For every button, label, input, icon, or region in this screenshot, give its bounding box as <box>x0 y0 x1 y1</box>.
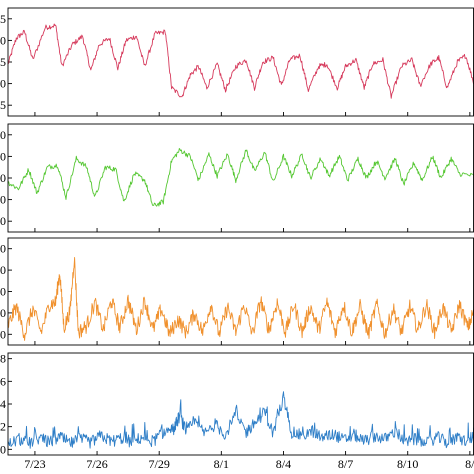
y-tick-label: 0 <box>0 242 6 256</box>
x-tick-label: 8/4 <box>276 457 291 471</box>
panel-4: 8 6 4 2 0 <box>0 352 474 456</box>
panel-frame <box>7 7 474 117</box>
y-tick-label: 0 <box>0 77 6 91</box>
y-tick-label: 0 <box>0 33 6 47</box>
x-tick-label: 8/10 <box>397 457 418 471</box>
y-tick-label: 0 <box>0 214 6 228</box>
y-tick-label: 5 <box>0 98 6 112</box>
y-tick-label: 0 <box>0 193 6 207</box>
panel-3: 0 0 0 0 0 <box>0 237 474 346</box>
series-line <box>7 391 474 449</box>
panel-1: 5 0 5 0 5 <box>0 7 474 117</box>
x-tick-label: 8/7 <box>338 457 353 471</box>
series-line <box>7 23 474 99</box>
x-tick-label: 8/ <box>465 457 474 471</box>
x-tick-label: 7/29 <box>149 457 170 471</box>
y-tick-label: 2 <box>0 420 6 434</box>
y-tick-label: 0 <box>0 149 6 163</box>
series-line <box>7 257 474 341</box>
x-tick-label: 7/23 <box>24 457 45 471</box>
y-tick-label: 0 <box>0 327 6 341</box>
series-line <box>7 148 474 207</box>
y-tick-label: 0 <box>0 128 6 142</box>
y-tick-label: 0 <box>0 306 6 320</box>
panel-2: 0 0 0 0 0 <box>0 123 474 233</box>
y-tick-label: 0 <box>0 263 6 277</box>
y-tick-label: 8 <box>0 352 6 366</box>
y-tick-label: 0 <box>0 442 6 456</box>
y-tick-label: 5 <box>0 12 6 26</box>
x-axis-labels: 7/23 7/26 7/29 8/1 8/4 8/7 8/10 8/ <box>24 457 474 471</box>
x-tick-label: 8/1 <box>214 457 229 471</box>
y-tick-label: 5 <box>0 55 6 69</box>
y-tick-label: 0 <box>0 171 6 185</box>
panel-frame <box>7 123 474 233</box>
y-tick-label: 0 <box>0 285 6 299</box>
y-tick-label: 4 <box>0 397 6 411</box>
x-tick-label: 7/26 <box>86 457 107 471</box>
y-tick-label: 6 <box>0 374 6 388</box>
